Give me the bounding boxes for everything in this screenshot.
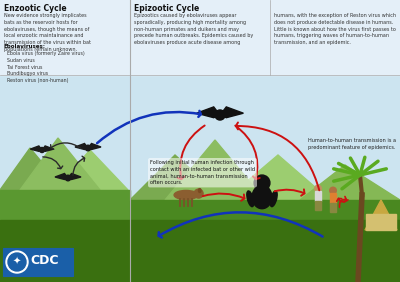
Polygon shape [130, 155, 225, 200]
Polygon shape [0, 148, 65, 190]
Ellipse shape [270, 191, 277, 207]
Bar [0, 0, 130, 282]
Polygon shape [68, 173, 81, 180]
Polygon shape [55, 150, 128, 190]
Bar [366, 214, 396, 230]
Polygon shape [42, 146, 54, 151]
Bar [330, 203, 332, 212]
Ellipse shape [174, 190, 198, 200]
Text: CDC: CDC [31, 254, 59, 266]
Text: Epizootic Cycle: Epizootic Cycle [134, 4, 199, 13]
Bar [130, 200, 400, 282]
Bar [318, 201, 321, 210]
Bar [130, 75, 400, 282]
Circle shape [315, 185, 321, 192]
Bar [0, 220, 130, 282]
Polygon shape [165, 140, 265, 200]
Polygon shape [75, 144, 88, 149]
Circle shape [6, 251, 28, 273]
Text: humans, with the exception of Reston virus which
does not produce detectable dis: humans, with the exception of Reston vir… [274, 13, 396, 45]
Text: Ebola virus (formerly Zaire virus)
  Sudan virus
  Tai Forest virus
  Bundibugyo: Ebola virus (formerly Zaire virus) Sudan… [4, 51, 85, 83]
Bar [0, 75, 130, 282]
Polygon shape [88, 144, 101, 149]
Polygon shape [220, 107, 243, 118]
Text: New evidence strongly implicates
bats as the reservoir hosts for
ebolaviruses, t: New evidence strongly implicates bats as… [4, 13, 91, 52]
Circle shape [330, 187, 336, 194]
Polygon shape [30, 146, 42, 151]
Bar [315, 201, 318, 210]
Circle shape [8, 253, 26, 271]
Circle shape [194, 189, 203, 198]
Bar [330, 193, 336, 203]
Bar [0, 0, 400, 75]
Bar [0, 190, 130, 282]
Circle shape [65, 175, 71, 181]
Ellipse shape [252, 185, 272, 209]
Circle shape [215, 110, 225, 120]
Text: ✦: ✦ [13, 257, 21, 267]
Bar [334, 203, 336, 212]
Text: Following initial human infection through
contact with an infected bat or other : Following initial human infection throug… [150, 160, 255, 185]
Circle shape [254, 175, 270, 191]
Polygon shape [197, 107, 220, 118]
Polygon shape [300, 165, 400, 200]
Polygon shape [365, 200, 397, 230]
Polygon shape [225, 155, 330, 200]
Polygon shape [20, 138, 100, 190]
Text: Enzootic Cycle: Enzootic Cycle [4, 4, 67, 13]
Text: Epizootics caused by ebolaviruses appear
sporadically, producing high mortality : Epizootics caused by ebolaviruses appear… [134, 13, 253, 45]
Circle shape [40, 147, 44, 153]
Bar [315, 191, 321, 201]
Bar [3, 248, 73, 276]
Circle shape [85, 145, 91, 151]
Ellipse shape [247, 191, 254, 207]
Text: Human-to-human transmission is a
predominant feature of epidemics.: Human-to-human transmission is a predomi… [308, 138, 396, 150]
Text: Ebolaviruses:: Ebolaviruses: [4, 44, 46, 49]
Bar [130, 220, 400, 282]
Ellipse shape [198, 189, 201, 193]
Polygon shape [55, 173, 68, 180]
